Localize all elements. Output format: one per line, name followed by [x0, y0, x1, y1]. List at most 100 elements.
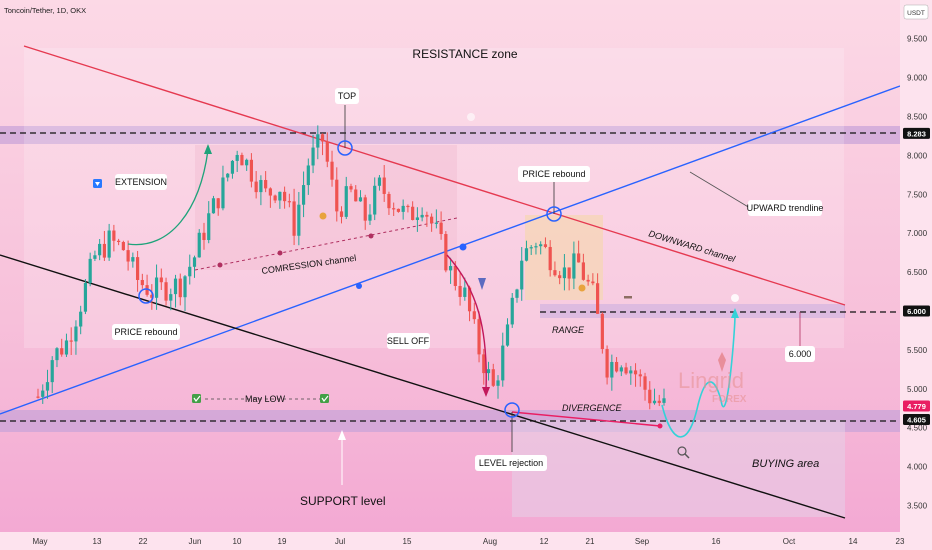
- price-tag-bg-2: [903, 400, 930, 412]
- candle-body-43: [240, 154, 244, 166]
- search-icon[interactable]: [677, 446, 687, 456]
- y-tick-9: 4.500: [907, 424, 928, 433]
- top-circle[interactable]: [337, 140, 353, 156]
- candle-body-32: [188, 266, 192, 277]
- upward-trendline: [0, 85, 901, 415]
- top-label: TOP: [338, 91, 356, 101]
- x-tick-13: Oct: [783, 537, 796, 546]
- snail-icon-2: [578, 284, 586, 292]
- rebound2-box: [518, 166, 590, 182]
- x-axis-panel: [0, 532, 900, 550]
- x-tick-2: 22: [139, 537, 148, 546]
- candle-body-5: [60, 348, 64, 355]
- candle-body-104: [529, 247, 533, 249]
- down-arrow-glyph: [95, 182, 100, 186]
- support-trendline: [0, 254, 846, 519]
- candle-body-74: [387, 193, 391, 209]
- candle-body-126: [633, 370, 638, 375]
- divergence-dot: [657, 423, 663, 429]
- x-tick-8: Aug: [483, 537, 497, 546]
- candle-body-59: [316, 134, 320, 148]
- upward-label: UPWARD trendline: [747, 203, 824, 213]
- upward-box: [748, 200, 822, 216]
- snail-icon-1: [319, 212, 327, 220]
- candle-body-97: [496, 380, 500, 386]
- candle-body-6: [64, 340, 69, 355]
- candle-body-14: [102, 243, 106, 258]
- x-tick-1: 13: [93, 537, 102, 546]
- candle-body-54: [292, 201, 296, 236]
- candle-body-85: [439, 222, 443, 235]
- candle-body-96: [491, 369, 495, 386]
- price-tag-3: 4.605: [907, 416, 926, 425]
- candle-body-123: [619, 367, 623, 372]
- currency-badge[interactable]: [903, 4, 929, 20]
- candle-body-81: [420, 214, 424, 218]
- candle-body-8: [74, 326, 78, 342]
- candle-body-83: [430, 216, 434, 224]
- checkmark-icon-left: [192, 394, 201, 403]
- candle-body-80: [415, 217, 419, 220]
- candle-body-90: [463, 287, 467, 297]
- x-tick-10: 21: [586, 537, 595, 546]
- compression-dot-1: [217, 262, 223, 268]
- candle-body-51: [278, 191, 282, 201]
- candle-body-19: [126, 250, 130, 262]
- x-tick-15: 23: [896, 537, 905, 546]
- x-tick-0: May: [32, 537, 47, 546]
- low-dot-blue: [356, 283, 362, 289]
- candle-body-22: [140, 279, 144, 286]
- six-box: [785, 346, 815, 362]
- y-tick-10: 4.000: [907, 463, 928, 472]
- support-level-label: SUPPORT level: [300, 494, 386, 508]
- extension-box: [115, 174, 167, 190]
- price-tag-bg-0: [903, 127, 930, 139]
- candle-body-42: [235, 154, 239, 161]
- rebound1-circle[interactable]: [138, 288, 154, 304]
- candle-body-4: [55, 348, 59, 361]
- x-axis: May 13 22 Jun 10 19 Jul 15 Aug 12 21 Sep 16 Oct 14 23: [32, 537, 905, 546]
- buying-area-label: BUYING area: [752, 458, 819, 470]
- resistance-zone-band: [0, 126, 900, 144]
- y-tick-7: 5.500: [907, 346, 928, 355]
- watermark-flame-icon: [718, 352, 726, 372]
- candle-body-13: [98, 243, 102, 256]
- candle-body-65: [344, 186, 348, 217]
- candle-body-58: [311, 147, 315, 166]
- candle-body-76: [396, 208, 401, 212]
- candle-body-132: [662, 398, 666, 403]
- candle-body-0: [36, 396, 40, 398]
- resistance-zone-label: RESISTANCE zone: [412, 47, 517, 61]
- candle-body-28: [169, 294, 173, 301]
- watermark-forex: FOREX: [712, 394, 747, 405]
- candle-body-108: [548, 246, 552, 271]
- y-tick-1: 9.000: [907, 74, 928, 83]
- level-rejection-circle[interactable]: [504, 402, 520, 418]
- candle-body-119: [600, 313, 604, 350]
- candle-body-3: [50, 360, 54, 383]
- price-tag-2: 4.779: [907, 402, 926, 411]
- drop-arrow-icon: [478, 278, 486, 290]
- projection-arrow: [731, 308, 739, 318]
- settings-icon[interactable]: [467, 113, 475, 121]
- candle-body-99: [505, 324, 510, 346]
- x-tick-3: Jun: [189, 537, 202, 546]
- candle-body-117: [591, 281, 595, 284]
- candle-body-36: [207, 213, 211, 241]
- price-tag-1: 6.000: [907, 307, 926, 316]
- x-tick-4: 10: [233, 537, 242, 546]
- level-rejection-box: [475, 455, 547, 471]
- y-tick-8: 5.000: [907, 385, 928, 394]
- y-axis: 9.500 9.000 8.500 8.000 7.500 7.000 6.500 5.500…: [907, 35, 928, 511]
- candle-body-95: [486, 369, 491, 374]
- candle-body-37: [211, 198, 216, 214]
- candle-body-31: [183, 276, 187, 298]
- compression-dot-2: [277, 250, 283, 256]
- candle-body-73: [382, 177, 386, 194]
- checkmark-glyph-left: [193, 395, 201, 403]
- candle-body-78: [406, 205, 410, 208]
- rebound2-circle[interactable]: [546, 206, 562, 222]
- trendline-touch-dot: [459, 243, 467, 251]
